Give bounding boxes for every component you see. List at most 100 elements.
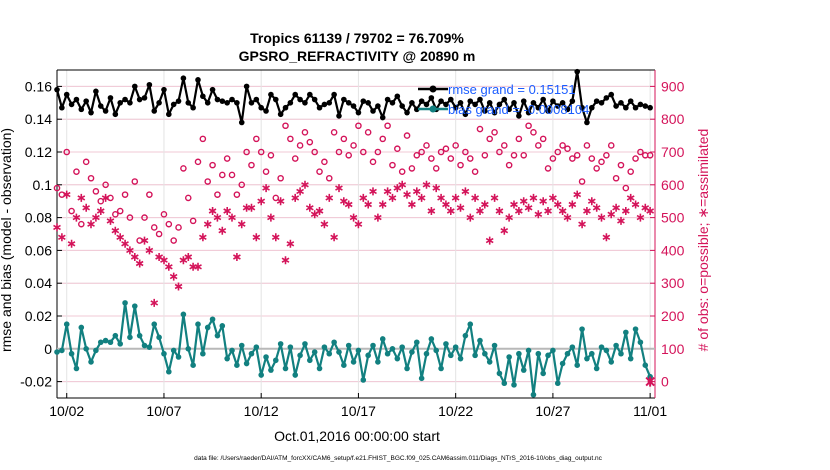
- bias-point: [180, 311, 187, 318]
- rmse-series: [54, 68, 653, 126]
- right-tick-label: 400: [661, 242, 685, 258]
- obs-assimilated-point: [72, 213, 81, 222]
- rmse-point: [569, 98, 576, 104]
- rmse-point: [501, 96, 508, 103]
- obs-possible-point: [184, 194, 192, 202]
- legend-rmse-marker: [429, 85, 437, 93]
- obs-possible-point: [535, 142, 542, 149]
- obs-possible-point: [194, 158, 202, 166]
- bias-point: [564, 350, 571, 357]
- bias-point: [341, 362, 347, 369]
- rmse-point: [166, 111, 172, 118]
- obs-assimilated-point: [514, 207, 523, 215]
- bias-point: [268, 367, 274, 373]
- rmse-point: [593, 98, 600, 104]
- bias-point: [243, 360, 250, 367]
- obs-assimilated-point: [442, 200, 450, 209]
- rmse-point: [564, 106, 571, 113]
- rmse-point: [486, 100, 493, 106]
- bias-point: [316, 365, 323, 372]
- bias-point: [433, 347, 440, 354]
- obs-possible-point: [364, 129, 372, 136]
- obs-possible-point: [632, 155, 639, 162]
- bias-point: [263, 354, 269, 360]
- rmse-point: [336, 113, 342, 119]
- bias-point: [200, 350, 206, 357]
- obs-possible-point: [272, 194, 280, 202]
- obs-assimilated-point: [490, 193, 499, 202]
- rmse-point: [623, 104, 629, 111]
- left-tick-label: 0.16: [25, 78, 52, 94]
- obs-assimilated-point: [67, 239, 76, 248]
- obs-possible-point: [447, 155, 455, 162]
- obs-assimilated-point: [262, 184, 270, 193]
- bias-point: [224, 355, 230, 362]
- bias-point: [491, 342, 498, 349]
- obs-assimilated-point: [480, 200, 489, 209]
- bias-point: [438, 365, 444, 372]
- bias-point: [603, 347, 610, 354]
- obs-possible-point: [403, 132, 411, 139]
- rmse-point: [146, 81, 153, 88]
- obs-assimilated-point: [422, 180, 431, 189]
- bias-point: [326, 350, 333, 357]
- obs-assimilated-point: [587, 197, 596, 206]
- obs-assimilated-point: [354, 220, 363, 229]
- obs-assimilated-point: [194, 262, 202, 271]
- rmse-point: [204, 100, 211, 106]
- rmse-point: [200, 93, 206, 100]
- bias-point: [482, 350, 488, 357]
- rmse-point: [307, 91, 313, 98]
- obs-possible-point: [564, 145, 571, 153]
- obs-assimilated-point: [378, 200, 387, 209]
- rmse-point: [277, 111, 284, 118]
- x-axis-ticks: 10/02 10/07 10/12 10/17 10/22 10/27 11/01: [49, 393, 667, 419]
- rmse-point: [59, 104, 65, 111]
- obs-assimilated-point: [82, 203, 91, 212]
- rmse-point: [224, 100, 230, 106]
- obs-assimilated-point: [106, 216, 115, 225]
- obs-possible-series: [53, 122, 654, 244]
- obs-assimilated-point: [578, 220, 586, 229]
- obs-assimilated-point: [403, 190, 411, 199]
- bias-point: [78, 324, 85, 331]
- obs-possible-point: [515, 135, 523, 143]
- obs-possible-point: [204, 178, 212, 185]
- obs-assimilated-point: [505, 213, 514, 222]
- bias-point: [413, 339, 420, 346]
- rmse-point: [520, 98, 527, 104]
- obs-possible-point: [359, 148, 367, 156]
- obs-assimilated-point: [466, 213, 475, 222]
- rmse-point: [156, 100, 162, 106]
- obs-possible-point: [476, 125, 484, 133]
- x-tick-label: 10/02: [49, 403, 84, 419]
- left-tick-label: 0.04: [25, 275, 52, 291]
- obs-assimilated-point: [373, 213, 382, 222]
- bias-point: [399, 344, 405, 350]
- rmse-point: [102, 108, 109, 114]
- obs-assimilated-point: [456, 203, 465, 212]
- obs-assimilated-point: [553, 200, 562, 209]
- bias-point: [287, 344, 294, 350]
- rmse-point: [506, 106, 512, 113]
- bias-point: [97, 339, 104, 346]
- obs-possible-point: [97, 197, 105, 205]
- obs-possible-point: [223, 155, 231, 162]
- obs-possible-point: [389, 161, 396, 169]
- bias-point: [122, 300, 128, 306]
- left-tick-label: 0.02: [25, 308, 52, 324]
- obs-assimilated-point: [412, 187, 421, 196]
- bias-point: [477, 337, 483, 344]
- bias-point: [448, 352, 454, 359]
- rmse-point: [88, 109, 94, 116]
- bias-point: [389, 346, 396, 352]
- rmse-point: [443, 101, 449, 108]
- rmse-point: [297, 96, 303, 103]
- bias-point: [297, 352, 303, 359]
- bias-point: [204, 324, 211, 331]
- rmse-point: [584, 119, 590, 126]
- rmse-point: [613, 103, 619, 109]
- rmse-point: [234, 100, 240, 106]
- obs-assimilated-point: [451, 193, 460, 202]
- y-axis-label-left: rmse and bias (model - observation): [0, 128, 14, 352]
